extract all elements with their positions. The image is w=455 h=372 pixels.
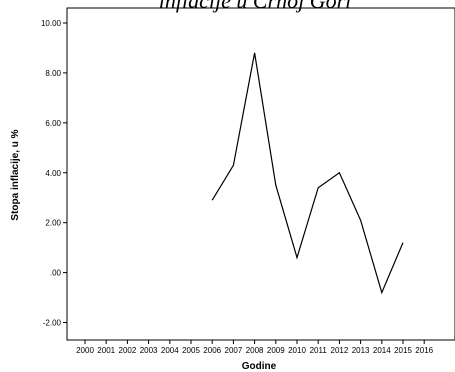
y-axis-label: Stopa inflacije, u % <box>10 129 21 220</box>
x-tick-label: 2013 <box>352 346 370 355</box>
x-tick-label: 2011 <box>310 346 328 355</box>
x-tick-label: 2007 <box>225 346 243 355</box>
x-axis-label: Godine <box>242 361 277 372</box>
x-tick-label: 2006 <box>203 346 221 355</box>
x-tick-label: 2015 <box>394 346 412 355</box>
x-tick-label: 2004 <box>161 346 179 355</box>
y-tick-label: 10.00 <box>41 19 62 28</box>
x-tick-label: 2002 <box>119 346 137 355</box>
x-tick-label: 2009 <box>267 346 285 355</box>
y-tick-label: 6.00 <box>45 119 61 128</box>
series-layer <box>211 52 404 295</box>
x-tick-label: 2010 <box>288 346 306 355</box>
x-tick-label: 2003 <box>140 346 158 355</box>
x-tick-label: 2008 <box>246 346 264 355</box>
y-tick-label: 2.00 <box>45 219 61 228</box>
x-tick-label: 2000 <box>76 346 94 355</box>
y-tick-label: 4.00 <box>45 169 61 178</box>
chart-title: inflacije u Crnoj Gori <box>159 0 352 13</box>
y-tick-label: 8.00 <box>45 69 61 78</box>
x-tick-label: 2001 <box>97 346 115 355</box>
plot-frame <box>66 7 455 341</box>
x-axis: 2000 2001 2002 2003 2004 2005 2006 2007 2008 2009… <box>76 340 434 355</box>
x-tick-label: 2012 <box>331 346 349 355</box>
x-tick-label: 2005 <box>182 346 200 355</box>
x-tick-label: 2016 <box>415 346 433 355</box>
series-line <box>211 52 404 295</box>
y-axis: -2.00 .00 2.00 4.00 6.00 8.00 10.00 <box>41 19 67 328</box>
y-tick-label: .00 <box>50 269 62 278</box>
y-tick-label: -2.00 <box>43 319 62 328</box>
x-tick-label: 2014 <box>373 346 391 355</box>
